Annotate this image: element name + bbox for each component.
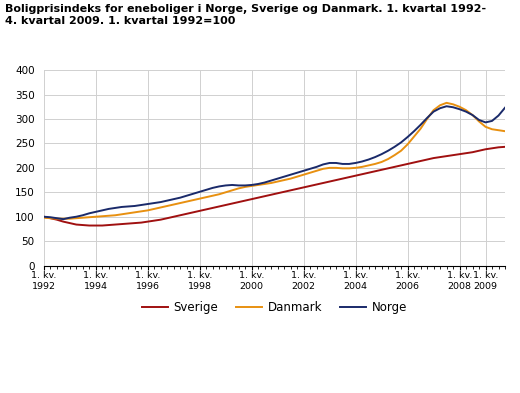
Danmark bbox=[41, 215, 47, 220]
Sverige bbox=[307, 184, 313, 188]
Norge bbox=[41, 214, 47, 219]
Sverige bbox=[203, 207, 209, 212]
Danmark bbox=[340, 166, 346, 171]
Norge bbox=[112, 206, 119, 210]
Sverige bbox=[41, 214, 47, 219]
Sverige bbox=[340, 176, 346, 181]
Sverige bbox=[502, 145, 508, 149]
Sverige bbox=[112, 222, 119, 227]
Line: Sverige: Sverige bbox=[44, 147, 505, 226]
Norge bbox=[476, 118, 482, 122]
Sverige bbox=[86, 223, 93, 228]
Danmark bbox=[476, 119, 482, 124]
Danmark bbox=[359, 165, 365, 169]
Sverige bbox=[359, 172, 365, 176]
Norge bbox=[60, 217, 67, 222]
Danmark bbox=[444, 101, 450, 105]
Line: Norge: Norge bbox=[44, 106, 505, 219]
Norge bbox=[340, 162, 346, 166]
Danmark bbox=[502, 129, 508, 134]
Norge bbox=[359, 159, 365, 164]
Sverige bbox=[158, 217, 164, 222]
Norge bbox=[444, 104, 450, 108]
Norge bbox=[203, 187, 209, 192]
Norge bbox=[307, 167, 313, 171]
Text: Boligprisindeks for eneboliger i Norge, Sverige og Danmark. 1. kvartal 1992-
4. : Boligprisindeks for eneboliger i Norge, … bbox=[5, 4, 486, 26]
Danmark bbox=[54, 216, 60, 221]
Danmark bbox=[112, 213, 119, 218]
Legend: Sverige, Danmark, Norge: Sverige, Danmark, Norge bbox=[137, 296, 412, 318]
Danmark bbox=[307, 171, 313, 175]
Line: Danmark: Danmark bbox=[44, 103, 505, 219]
Norge bbox=[502, 105, 508, 110]
Danmark bbox=[203, 195, 209, 200]
